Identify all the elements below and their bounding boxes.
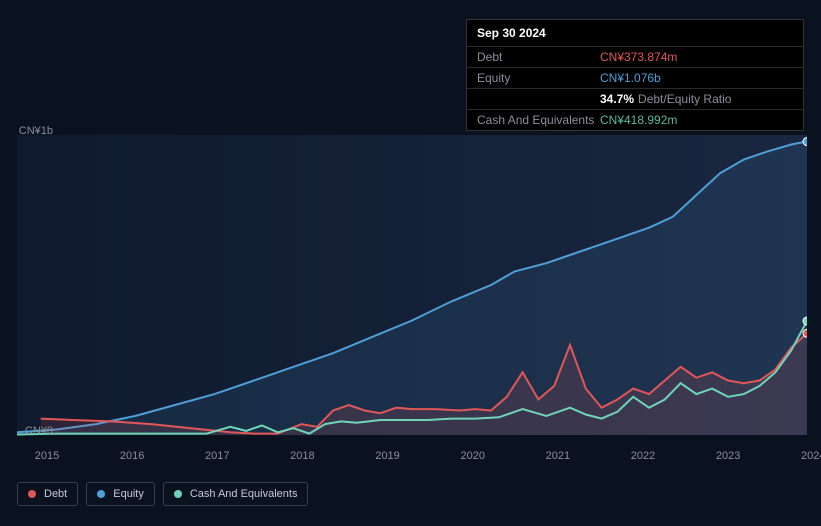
x-label-2018: 2018 — [290, 450, 314, 462]
tooltip-ratio-group: 34.7% Debt/Equity Ratio — [600, 92, 731, 106]
tooltip-row-equity: Equity CN¥1.076b — [467, 68, 803, 89]
legend-label: Cash And Equivalents — [190, 488, 298, 500]
tooltip-row-debt: Debt CN¥373.874m — [467, 47, 803, 68]
tooltip-date: Sep 30 2024 — [467, 20, 803, 47]
x-label-2023: 2023 — [716, 450, 740, 462]
y-label-bottom: CN¥0 — [17, 425, 53, 437]
legend-dot-icon — [174, 490, 182, 498]
x-label-2019: 2019 — [375, 450, 399, 462]
tooltip-row-ratio: 34.7% Debt/Equity Ratio — [467, 89, 803, 110]
chart-legend: Debt Equity Cash And Equivalents — [17, 482, 308, 506]
x-label-2017: 2017 — [205, 450, 229, 462]
tooltip-ratio-pct: 34.7% — [600, 92, 634, 106]
chart-wrap: CN¥1b CN¥0 — [17, 125, 807, 465]
x-label-2020: 2020 — [460, 450, 484, 462]
tooltip-ratio-spacer — [477, 92, 600, 106]
tooltip-debt-value: CN¥373.874m — [600, 50, 677, 64]
tooltip-equity-value: CN¥1.076b — [600, 71, 661, 85]
x-label-2024: 2024 — [801, 450, 821, 462]
legend-dot-icon — [28, 490, 36, 498]
legend-label: Equity — [113, 488, 144, 500]
legend-item-cash[interactable]: Cash And Equivalents — [163, 482, 309, 506]
data-tooltip: Sep 30 2024 Debt CN¥373.874m Equity CN¥1… — [466, 19, 804, 131]
x-label-2015: 2015 — [35, 450, 59, 462]
financial-chart[interactable] — [17, 125, 807, 445]
tooltip-cash-label: Cash And Equivalents — [477, 113, 600, 127]
legend-item-debt[interactable]: Debt — [17, 482, 78, 506]
x-label-2021: 2021 — [546, 450, 570, 462]
legend-label: Debt — [44, 488, 67, 500]
tooltip-row-cash: Cash And Equivalents CN¥418.992m — [467, 110, 803, 130]
tooltip-cash-value: CN¥418.992m — [600, 113, 677, 127]
tooltip-equity-label: Equity — [477, 71, 600, 85]
tooltip-debt-label: Debt — [477, 50, 600, 64]
legend-item-equity[interactable]: Equity — [86, 482, 155, 506]
x-label-2022: 2022 — [631, 450, 655, 462]
legend-dot-icon — [97, 490, 105, 498]
x-label-2016: 2016 — [120, 450, 144, 462]
tooltip-ratio-label: Debt/Equity Ratio — [638, 92, 731, 106]
x-axis-labels: 2015201620172018201920202021202220232024 — [17, 450, 807, 466]
y-label-top: CN¥1b — [17, 125, 53, 137]
